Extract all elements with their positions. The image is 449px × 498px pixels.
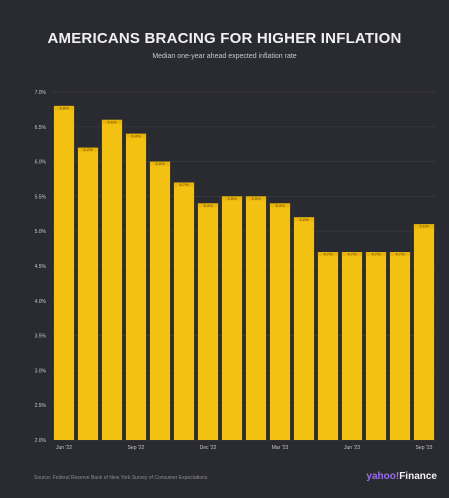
bar-top [173, 182, 195, 187]
data-label: 6.8% [59, 105, 69, 110]
y-tick-label: 4.5% [35, 264, 47, 270]
data-label: 4.7% [323, 252, 333, 257]
data-label: 4.7% [371, 252, 381, 257]
bar [125, 133, 147, 440]
bar [77, 147, 99, 440]
bar [197, 203, 219, 440]
bar-top [341, 252, 363, 257]
bar-top [53, 105, 75, 110]
bar [293, 217, 315, 440]
data-label: 5.7% [179, 182, 189, 187]
bar-top [77, 147, 99, 152]
data-label: 6.6% [107, 119, 117, 124]
bar-top [149, 161, 171, 166]
source-footnote: Source: Federal Reserve Bank of New York… [34, 475, 208, 481]
bar [317, 252, 339, 440]
bar-top [413, 224, 435, 229]
x-tick-label: Sep '23 [416, 445, 433, 451]
bar-top [293, 217, 315, 222]
data-label: 5.5% [227, 196, 237, 201]
chart-title: AMERICANS BRACING FOR HIGHER INFLATION [47, 30, 402, 47]
bar-top [245, 196, 267, 201]
data-label: 5.5% [251, 196, 261, 201]
bar-top [101, 119, 123, 124]
data-label: 5.4% [203, 203, 213, 208]
data-label: 4.7% [395, 252, 405, 257]
bar-top [197, 203, 219, 208]
logo-yahoo: yahoo! [366, 471, 400, 482]
bar [413, 224, 435, 440]
y-tick-label: 4.0% [35, 299, 47, 305]
bar [245, 196, 267, 440]
bar [269, 203, 291, 440]
y-tick-label: 2.0% [35, 438, 47, 444]
x-tick-label: Jun '23 [344, 445, 360, 451]
bar [173, 182, 195, 441]
bar [221, 196, 243, 440]
y-tick-label: 3.0% [35, 368, 47, 374]
bar-top [389, 252, 411, 257]
data-label: 4.7% [347, 252, 357, 257]
bar [389, 252, 411, 440]
data-label: 5.2% [299, 217, 309, 222]
bar [101, 119, 123, 440]
bar [365, 252, 387, 440]
data-label: 6.4% [131, 133, 141, 138]
bar [53, 105, 75, 441]
y-tick-label: 2.5% [35, 403, 47, 409]
bar-top [317, 252, 339, 257]
y-tick-label: 5.5% [35, 194, 47, 200]
data-label: 6.0% [155, 161, 165, 166]
x-tick-label: Mar '23 [272, 445, 289, 451]
data-label: 5.4% [275, 203, 285, 208]
logo-finance: Finance [399, 471, 437, 482]
bar-top [269, 203, 291, 208]
bar-top [125, 133, 147, 138]
chart-subtitle: Median one-year ahead expected inflation… [152, 53, 297, 60]
x-tick-label: Jun '22 [56, 445, 72, 451]
bar [149, 161, 171, 440]
bar-top [365, 252, 387, 257]
y-tick-label: 6.5% [35, 125, 47, 131]
x-tick-label: Sep '22 [128, 445, 145, 451]
data-label: 6.2% [83, 147, 93, 152]
yahoo-finance-logo: yahoo!Finance [366, 471, 437, 482]
data-label: 5.1% [419, 224, 429, 229]
bar [341, 252, 363, 440]
y-tick-label: 3.5% [35, 334, 47, 340]
y-tick-label: 6.0% [35, 160, 47, 166]
bar-top [221, 196, 243, 201]
y-tick-label: 5.0% [35, 229, 47, 235]
x-tick-label: Dec '22 [200, 445, 217, 451]
y-tick-label: 7.0% [35, 90, 47, 96]
